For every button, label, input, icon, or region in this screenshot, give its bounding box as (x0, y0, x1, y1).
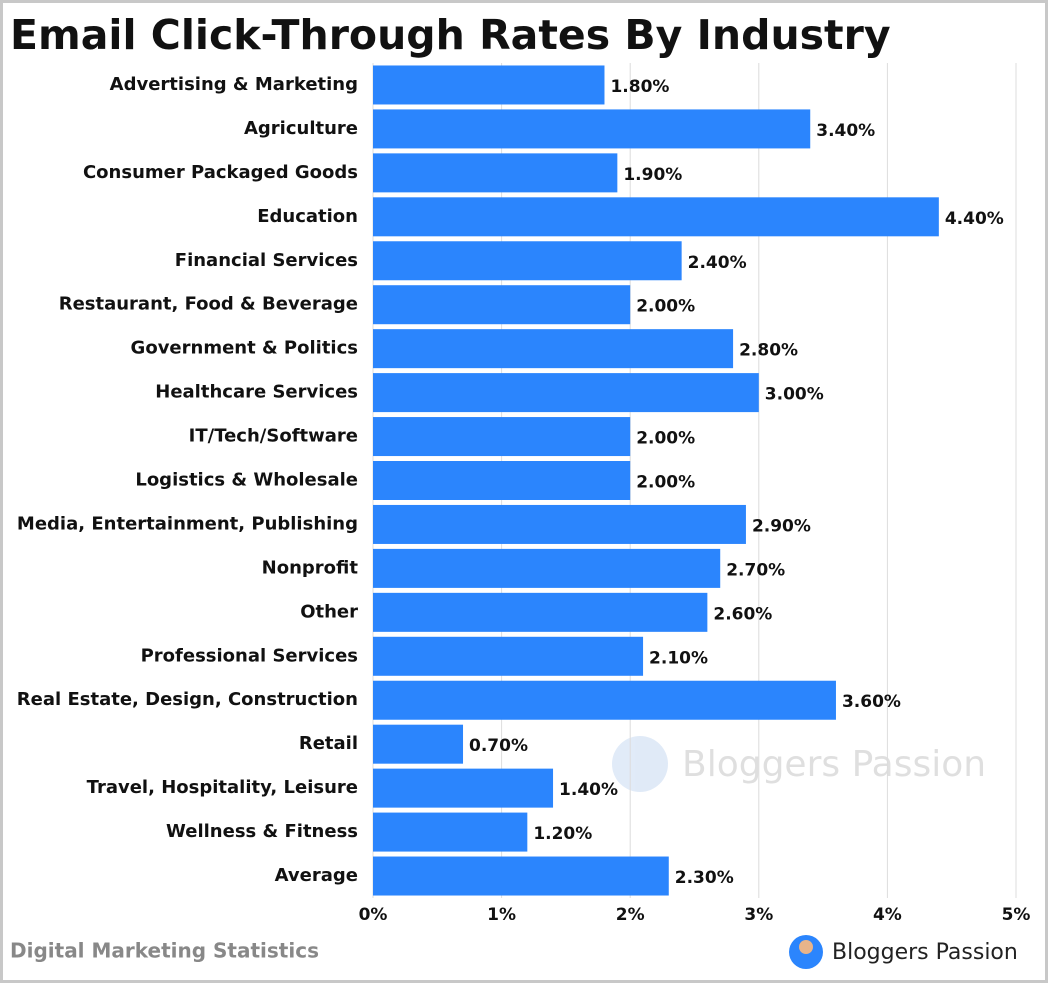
bar (373, 65, 605, 105)
value-label: 2.60% (713, 604, 772, 624)
category-label: Consumer Packaged Goods (83, 162, 358, 183)
bar (373, 417, 631, 457)
category-label: Other (300, 601, 358, 622)
watermark: Bloggers Passion (682, 744, 986, 785)
bar (373, 812, 528, 852)
category-label: Healthcare Services (155, 382, 358, 403)
x-tick-label: 4% (873, 905, 902, 925)
bar (373, 504, 746, 544)
bar (373, 373, 759, 413)
category-label: Average (275, 865, 358, 886)
bar (373, 329, 734, 369)
value-label: 2.10% (649, 648, 708, 668)
bar (373, 153, 618, 193)
category-label: Logistics & Wholesale (135, 470, 358, 491)
bar (373, 592, 708, 632)
bar (373, 724, 464, 764)
category-label: Travel, Hospitality, Leisure (87, 777, 358, 798)
value-label: 2.00% (636, 297, 695, 317)
category-label: Education (257, 206, 358, 227)
category-label: Government & Politics (131, 338, 358, 359)
x-tick-label: 0% (359, 905, 388, 925)
value-label: 2.90% (752, 516, 811, 536)
category-label: Financial Services (175, 250, 358, 271)
brand-logo-face (799, 940, 813, 954)
value-label: 2.70% (726, 560, 785, 580)
value-label: 2.30% (675, 868, 734, 888)
watermark-group: Bloggers Passion (612, 736, 986, 792)
category-label: Retail (299, 733, 358, 754)
x-tick-label: 3% (744, 905, 773, 925)
category-label: Nonprofit (262, 557, 359, 578)
category-label: Advertising & Marketing (110, 74, 358, 95)
value-label: 4.40% (945, 209, 1004, 229)
category-label: Professional Services (141, 645, 358, 666)
category-label: Real Estate, Design, Construction (17, 689, 358, 710)
bar (373, 548, 721, 588)
x-tick-label: 1% (487, 905, 516, 925)
value-label: 0.70% (469, 736, 528, 756)
value-label: 2.00% (636, 429, 695, 449)
bar (373, 109, 811, 149)
bar (373, 768, 554, 808)
value-label: 3.00% (765, 385, 824, 405)
value-label: 1.90% (623, 165, 682, 185)
bar (373, 680, 836, 720)
bar (373, 856, 669, 896)
bar (373, 285, 631, 325)
footer-left: Digital Marketing Statistics (10, 939, 319, 963)
bar (373, 636, 644, 676)
category-label: Media, Entertainment, Publishing (17, 513, 358, 534)
value-label: 3.60% (842, 692, 901, 712)
value-label: 1.40% (559, 780, 618, 800)
category-label: Agriculture (244, 118, 358, 139)
bar (373, 241, 682, 281)
bar (373, 197, 939, 237)
x-tick-label: 5% (1002, 905, 1031, 925)
value-label: 2.00% (636, 473, 695, 493)
footer-brand: Bloggers Passion (832, 940, 1018, 965)
value-label: 1.80% (610, 77, 669, 97)
x-tick-label: 2% (616, 905, 645, 925)
chart-title: Email Click-Through Rates By Industry (10, 11, 891, 59)
bar (373, 461, 631, 500)
watermark-logo (612, 736, 668, 792)
category-label: Restaurant, Food & Beverage (59, 294, 358, 315)
value-label: 3.40% (816, 121, 875, 141)
plot: 0% 1% 2% 3% 4% 5% Advertising & Marketing 1.80%… (17, 63, 1031, 925)
value-label: 1.20% (533, 824, 592, 844)
value-label: 2.80% (739, 341, 798, 361)
category-label: Wellness & Fitness (166, 821, 358, 842)
category-label: IT/Tech/Software (189, 426, 358, 447)
value-label: 2.40% (688, 253, 747, 273)
